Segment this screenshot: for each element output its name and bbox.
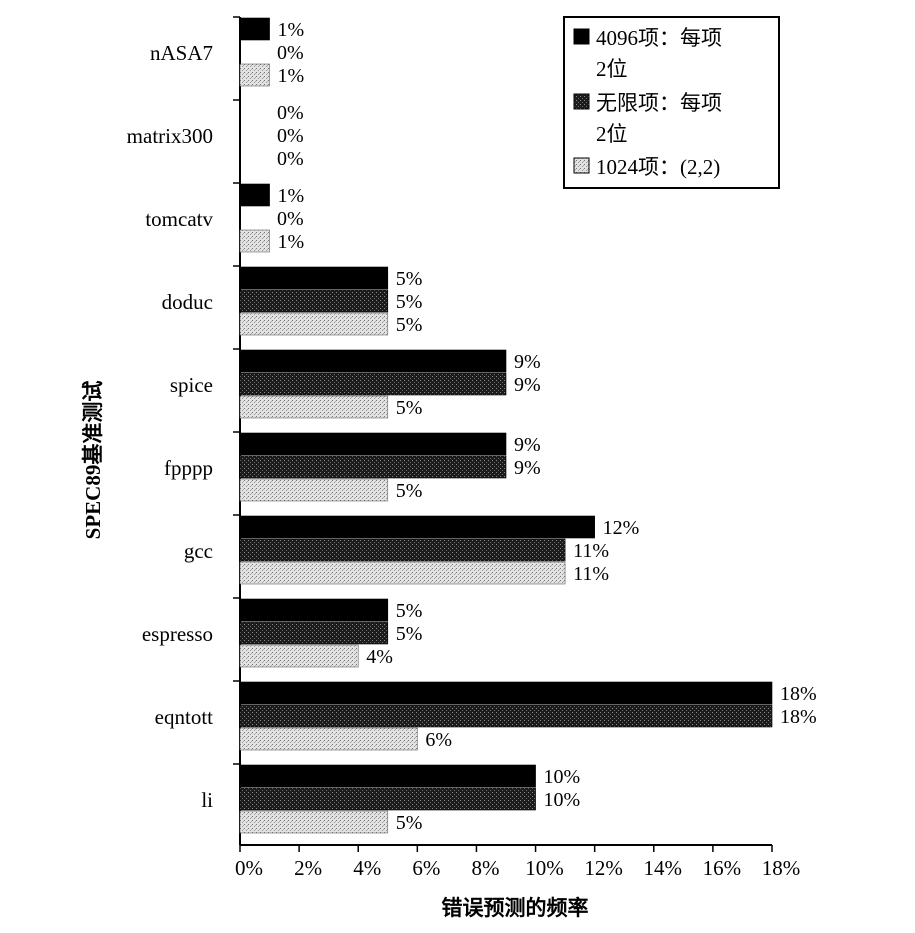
data-label: 9% — [514, 457, 541, 479]
data-label: 0% — [277, 148, 304, 170]
x-axis-title: 错误预测的频率 — [442, 896, 589, 920]
data-label: 9% — [514, 374, 541, 396]
bar — [239, 598, 389, 622]
data-label: 10% — [544, 766, 581, 788]
x-tick-label: 0% — [235, 856, 263, 880]
category-label: espresso — [142, 622, 213, 646]
data-label: 0% — [277, 102, 304, 124]
data-label: 1% — [278, 19, 305, 41]
bar — [239, 349, 507, 373]
x-tick-label: 2% — [294, 856, 322, 880]
x-tick-label: 6% — [412, 856, 440, 880]
y-axis-title: SPEC89基准测试 — [81, 381, 105, 540]
data-label: 5% — [396, 480, 423, 502]
bar — [239, 289, 389, 313]
bar — [239, 372, 507, 396]
legend-swatch — [573, 28, 590, 45]
legend-label: 2位 — [596, 122, 628, 146]
data-label: 1% — [278, 231, 305, 253]
bar — [239, 810, 389, 834]
category-label: eqntott — [155, 705, 213, 729]
category-label: spice — [170, 373, 213, 397]
bar — [239, 395, 389, 419]
bar — [239, 455, 507, 479]
legend-swatch — [573, 93, 590, 110]
data-label: 12% — [603, 517, 640, 539]
data-label: 5% — [396, 268, 423, 290]
data-label: 5% — [396, 314, 423, 336]
bar — [239, 432, 507, 456]
data-label: 18% — [780, 683, 817, 705]
data-label: 9% — [514, 434, 541, 456]
legend-label: 2位 — [596, 57, 628, 81]
data-label: 6% — [425, 729, 452, 751]
data-label: 5% — [396, 397, 423, 419]
legend-label: 4096项：每项 — [596, 26, 722, 50]
bar — [239, 561, 566, 585]
data-label: 5% — [396, 291, 423, 313]
bar — [239, 644, 359, 668]
data-label: 11% — [573, 563, 609, 585]
bar — [239, 515, 595, 539]
bar — [239, 312, 389, 336]
category-label: matrix300 — [127, 124, 213, 148]
legend-label: 无限项：每项 — [596, 91, 722, 115]
x-tick-label: 10% — [525, 856, 564, 880]
legend-label: 1024项：(2,2) — [596, 155, 720, 179]
data-label: 0% — [277, 125, 304, 147]
bar — [239, 681, 773, 705]
bar — [239, 229, 270, 253]
data-label: 0% — [277, 208, 304, 230]
data-label: 5% — [396, 812, 423, 834]
category-label: doduc — [162, 290, 213, 314]
category-label: tomcatv — [145, 207, 213, 231]
data-label: 18% — [780, 706, 817, 728]
bar — [239, 704, 773, 728]
bar — [239, 727, 418, 751]
data-label: 11% — [573, 540, 609, 562]
bar — [239, 787, 536, 811]
legend-swatch — [573, 157, 590, 174]
bar — [239, 478, 389, 502]
x-tick-label: 14% — [644, 856, 683, 880]
category-label: gcc — [184, 539, 213, 563]
bar — [239, 621, 389, 645]
data-label: 1% — [278, 65, 305, 87]
bar — [239, 764, 536, 788]
data-label: 10% — [544, 789, 581, 811]
x-tick-label: 4% — [353, 856, 381, 880]
bar — [239, 17, 270, 41]
legend-box — [563, 16, 780, 189]
data-label: 9% — [514, 351, 541, 373]
x-tick-label: 12% — [584, 856, 623, 880]
data-label: 1% — [278, 185, 305, 207]
bar — [239, 183, 270, 207]
category-label: fpppp — [164, 456, 213, 480]
data-label: 4% — [366, 646, 393, 668]
bar — [239, 538, 566, 562]
x-tick-label: 18% — [762, 856, 801, 880]
x-tick-label: 16% — [703, 856, 742, 880]
data-label: 5% — [396, 600, 423, 622]
data-label: 0% — [277, 42, 304, 64]
x-tick-label: 8% — [471, 856, 499, 880]
plot-area: 0% 2% 4% 6% 8% 10% 12% 14% 16% 18%nASA71%0%1%matr… — [127, 16, 817, 880]
bar — [239, 63, 270, 87]
data-label: 5% — [396, 623, 423, 645]
bar — [239, 266, 389, 290]
category-label: nASA7 — [150, 41, 213, 65]
category-label: li — [201, 788, 213, 812]
